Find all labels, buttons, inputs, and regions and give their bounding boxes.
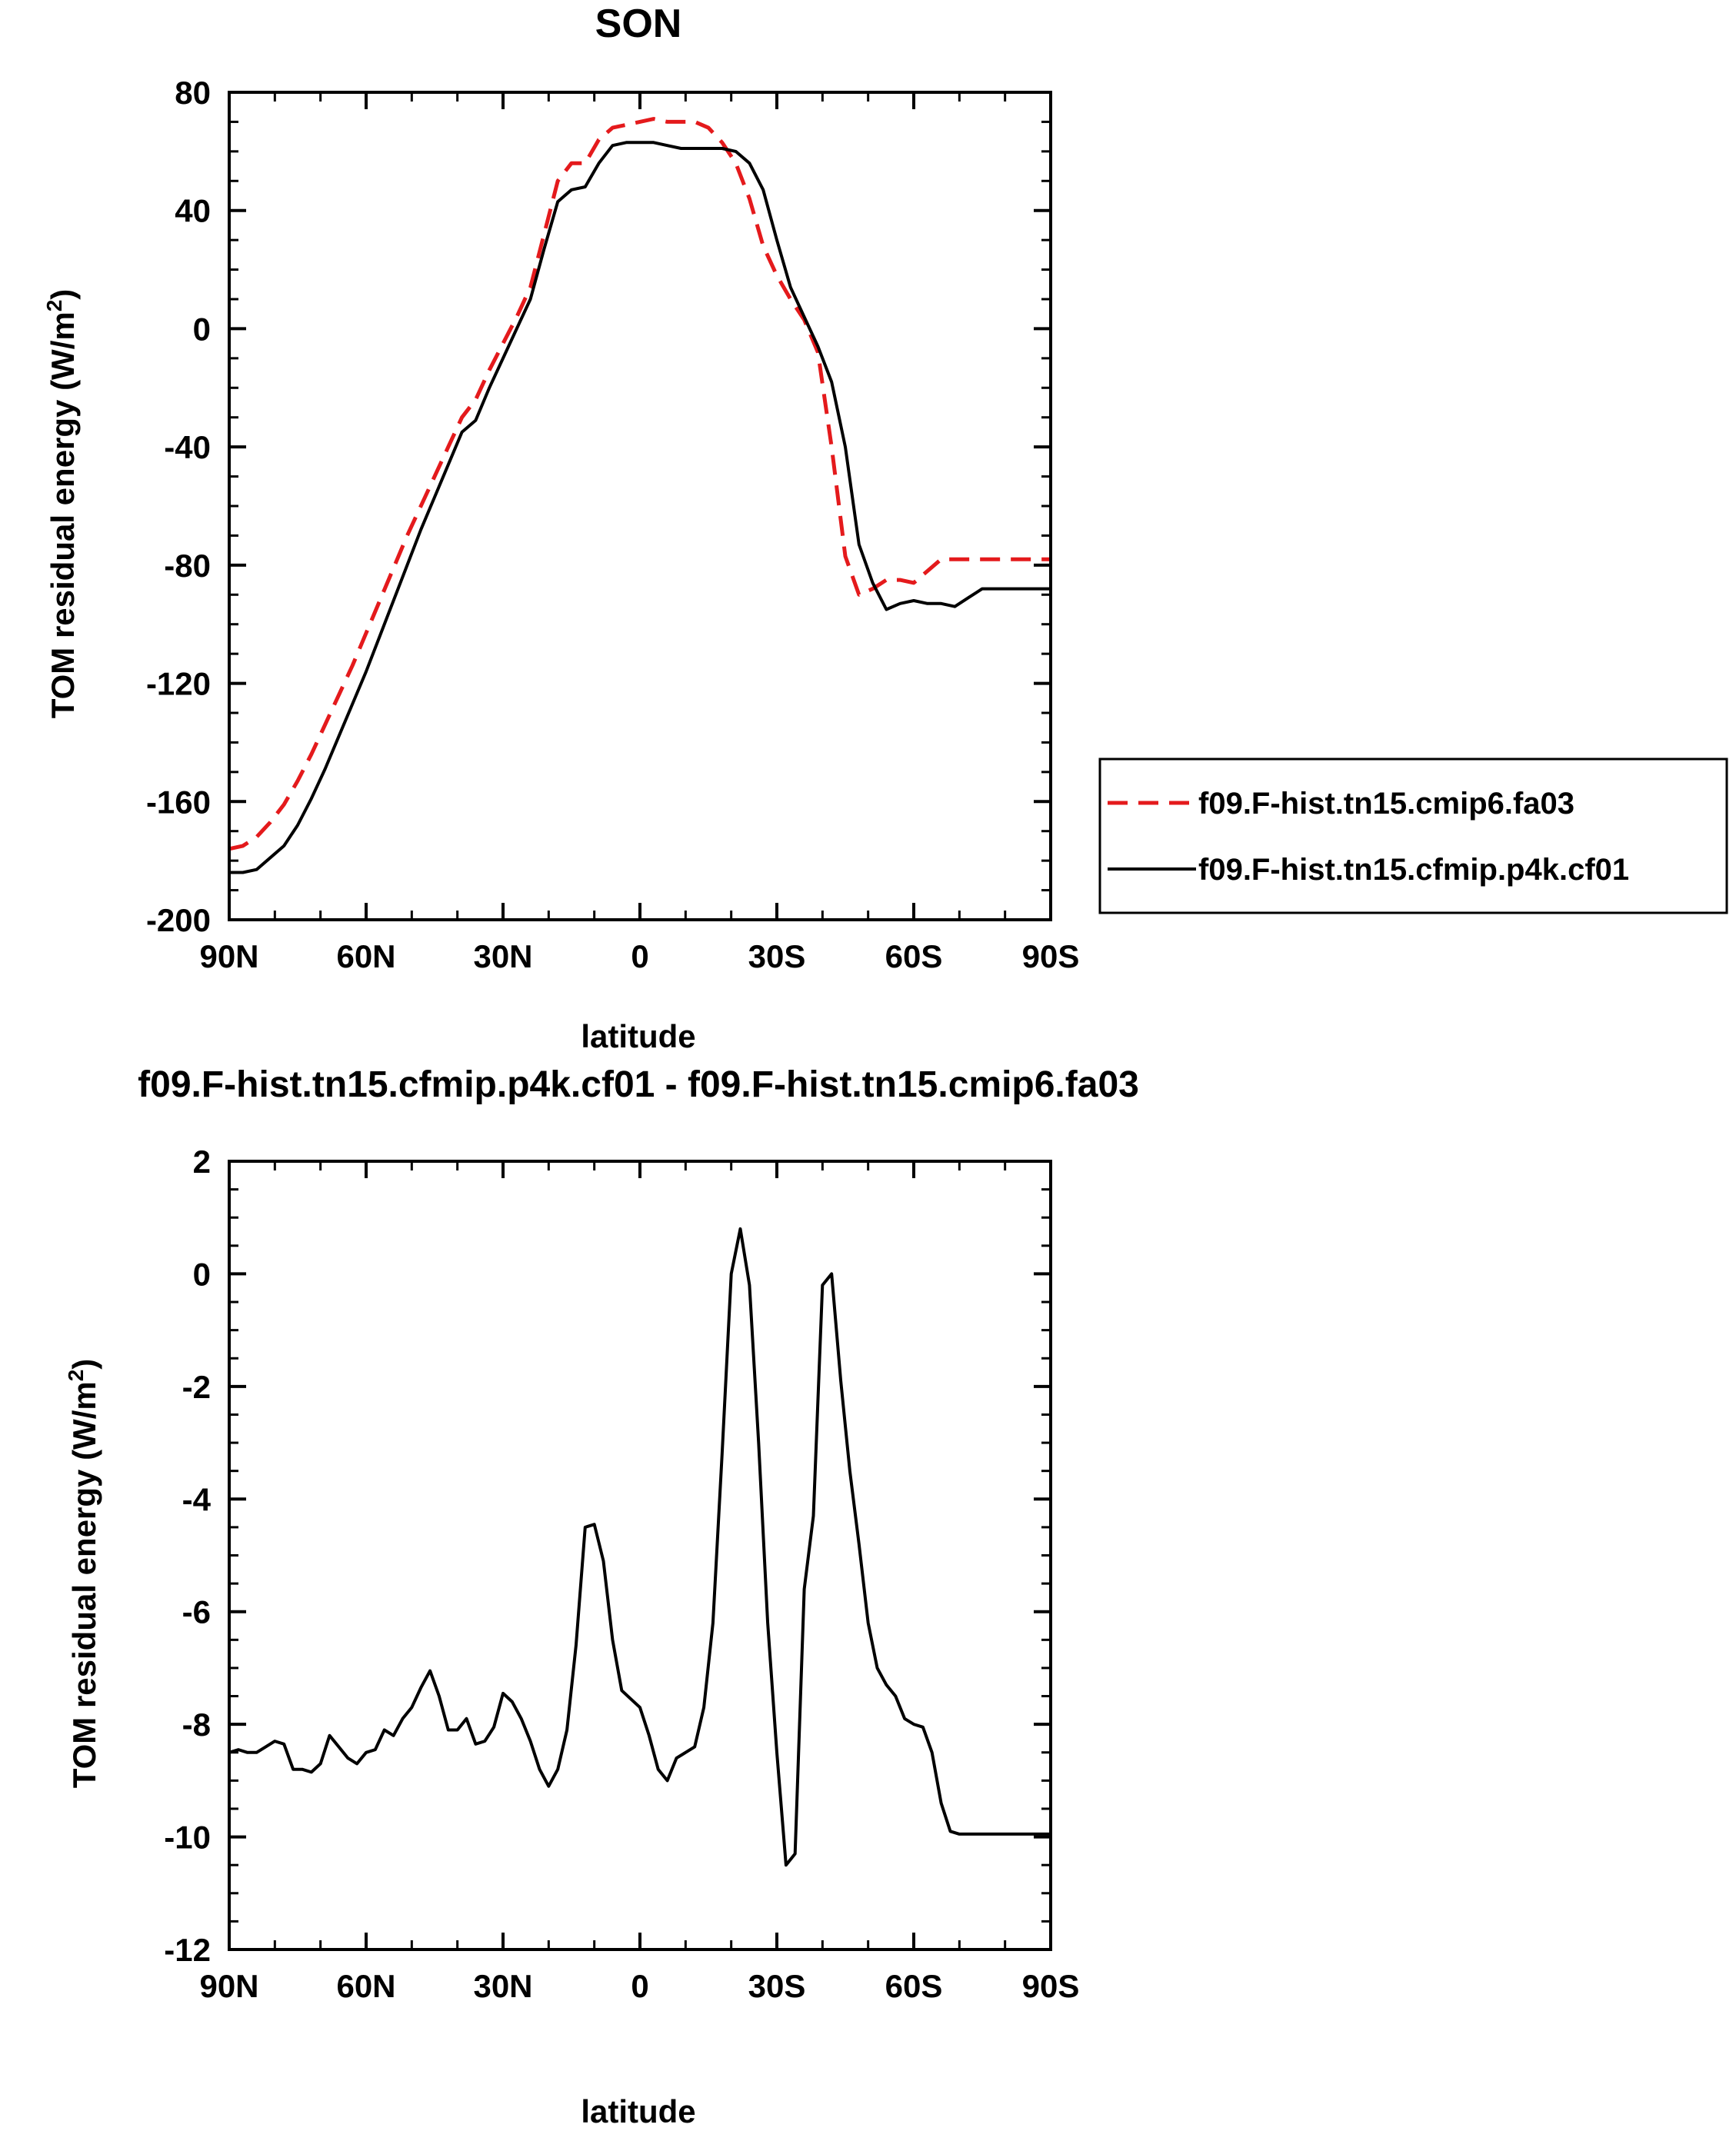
chart-top-x-tick-label: 90N	[199, 938, 258, 974]
chart-top-ylabel: TOM residual energy (W/m	[45, 311, 81, 718]
chart-bottom-x-axis-label: latitude	[581, 2093, 695, 2129]
chart-bottom-x-tick-label: 90S	[1022, 1968, 1080, 2004]
chart-top-x-tick-label: 60N	[336, 938, 395, 974]
chart-bottom-ylabel-sup: 2	[64, 1370, 88, 1382]
chart-bottom-y-tick-label: -6	[182, 1594, 211, 1630]
legend-entry-1: f09.F-hist.tn15.cfmip.p4k.cf01	[1198, 853, 1629, 887]
svg-text:TOM residual energy (W/m2): TOM residual energy (W/m2)	[64, 1359, 102, 1789]
chart-bottom-x-tick-label: 60N	[336, 1968, 395, 2004]
chart-top-y-tick-label: -200	[146, 902, 211, 938]
chart-top-x-tick-label: 60S	[885, 938, 943, 974]
chart-top-x-axis-label: latitude	[581, 1018, 695, 1054]
chart-bottom-lines	[228, 1227, 1051, 1867]
chart-top-y-tick-label: -80	[164, 548, 211, 584]
chart-bottom-ylabel: TOM residual energy (W/m	[66, 1381, 102, 1788]
chart-top-series-line-1	[229, 141, 1051, 874]
chart-bottom-y-tick-label: -8	[182, 1706, 211, 1743]
svg-text:TOM residual energy (W/m2): TOM residual energy (W/m2)	[42, 289, 81, 719]
chart-bottom-x-tick-label: 0	[631, 1968, 648, 2004]
chart-bottom-x-tick-label: 30S	[748, 1968, 806, 2004]
chart-bottom-y-tick-label: -2	[182, 1369, 211, 1405]
chart-top-x-tick-label: 30S	[748, 938, 806, 974]
chart-bottom-x-tick-label: 30N	[473, 1968, 532, 2004]
chart-top-lines	[228, 117, 1051, 874]
chart-top-x-tick-label: 0	[631, 938, 648, 974]
chart-top-y-axis-label: TOM residual energy (W/m2)	[42, 289, 81, 719]
chart-bottom-ticks: 90N 60N 30N 0 30S 60S 90S 2 0 -2 -4 -6 -8 -10 -12	[164, 1144, 1079, 2004]
chart-bottom-y-tick-label: -4	[182, 1481, 212, 1517]
chart-top: SON TOM residual energy (W/m2) latitude …	[42, 2, 1079, 1054]
chart-top-y-tick-label: 80	[175, 75, 211, 111]
chart-bottom-title: f09.F-hist.tn15.cfmip.p4k.cf01 - f09.F-h…	[138, 1064, 1139, 1105]
chart-top-y-tick-label: -120	[146, 666, 211, 702]
chart-bottom-y-axis-label: TOM residual energy (W/m2)	[64, 1359, 102, 1789]
chart-top-series-line-0	[228, 117, 1051, 851]
chart-bottom-y-tick-label: -12	[164, 1932, 211, 1968]
chart-top-ylabel-close: )	[45, 289, 81, 300]
chart-bottom-x-tick-label: 60S	[885, 1968, 943, 2004]
legend: f09.F-hist.tn15.cmip6.fa03 f09.F-hist.tn…	[1098, 758, 1728, 914]
chart-top-y-tick-label: -40	[164, 429, 211, 465]
chart-bottom-frame	[228, 1160, 1052, 1951]
legend-box	[1098, 758, 1728, 914]
chart-bottom-ylabel-close: )	[66, 1359, 102, 1370]
chart-bottom: f09.F-hist.tn15.cfmip.p4k.cf01 - f09.F-h…	[64, 1064, 1139, 2129]
chart-bottom-y-tick-label: -10	[164, 1820, 211, 1856]
chart-top-x-tick-label: 90S	[1022, 938, 1080, 974]
chart-top-ylabel-sup: 2	[42, 300, 66, 312]
chart-top-y-tick-label: 0	[193, 311, 211, 347]
chart-top-x-tick-label: 30N	[473, 938, 532, 974]
chart-top-y-tick-label: -160	[146, 784, 211, 820]
chart-top-title: SON	[595, 2, 682, 46]
chart-bottom-x-tick-label: 90N	[199, 1968, 258, 2004]
chart-top-y-tick-label: 40	[175, 193, 211, 229]
chart-bottom-series-line-0	[228, 1227, 1051, 1867]
chart-bottom-y-tick-label: 2	[193, 1144, 211, 1180]
chart-bottom-y-tick-label: 0	[193, 1256, 211, 1292]
chart-top-ticks: 90N 60N 30N 0 30S 60S 90S 80 40 0 -40 -80 -120 -160 -2…	[146, 75, 1079, 974]
chart-top-frame	[228, 91, 1052, 921]
legend-entry-0: f09.F-hist.tn15.cmip6.fa03	[1198, 787, 1574, 821]
